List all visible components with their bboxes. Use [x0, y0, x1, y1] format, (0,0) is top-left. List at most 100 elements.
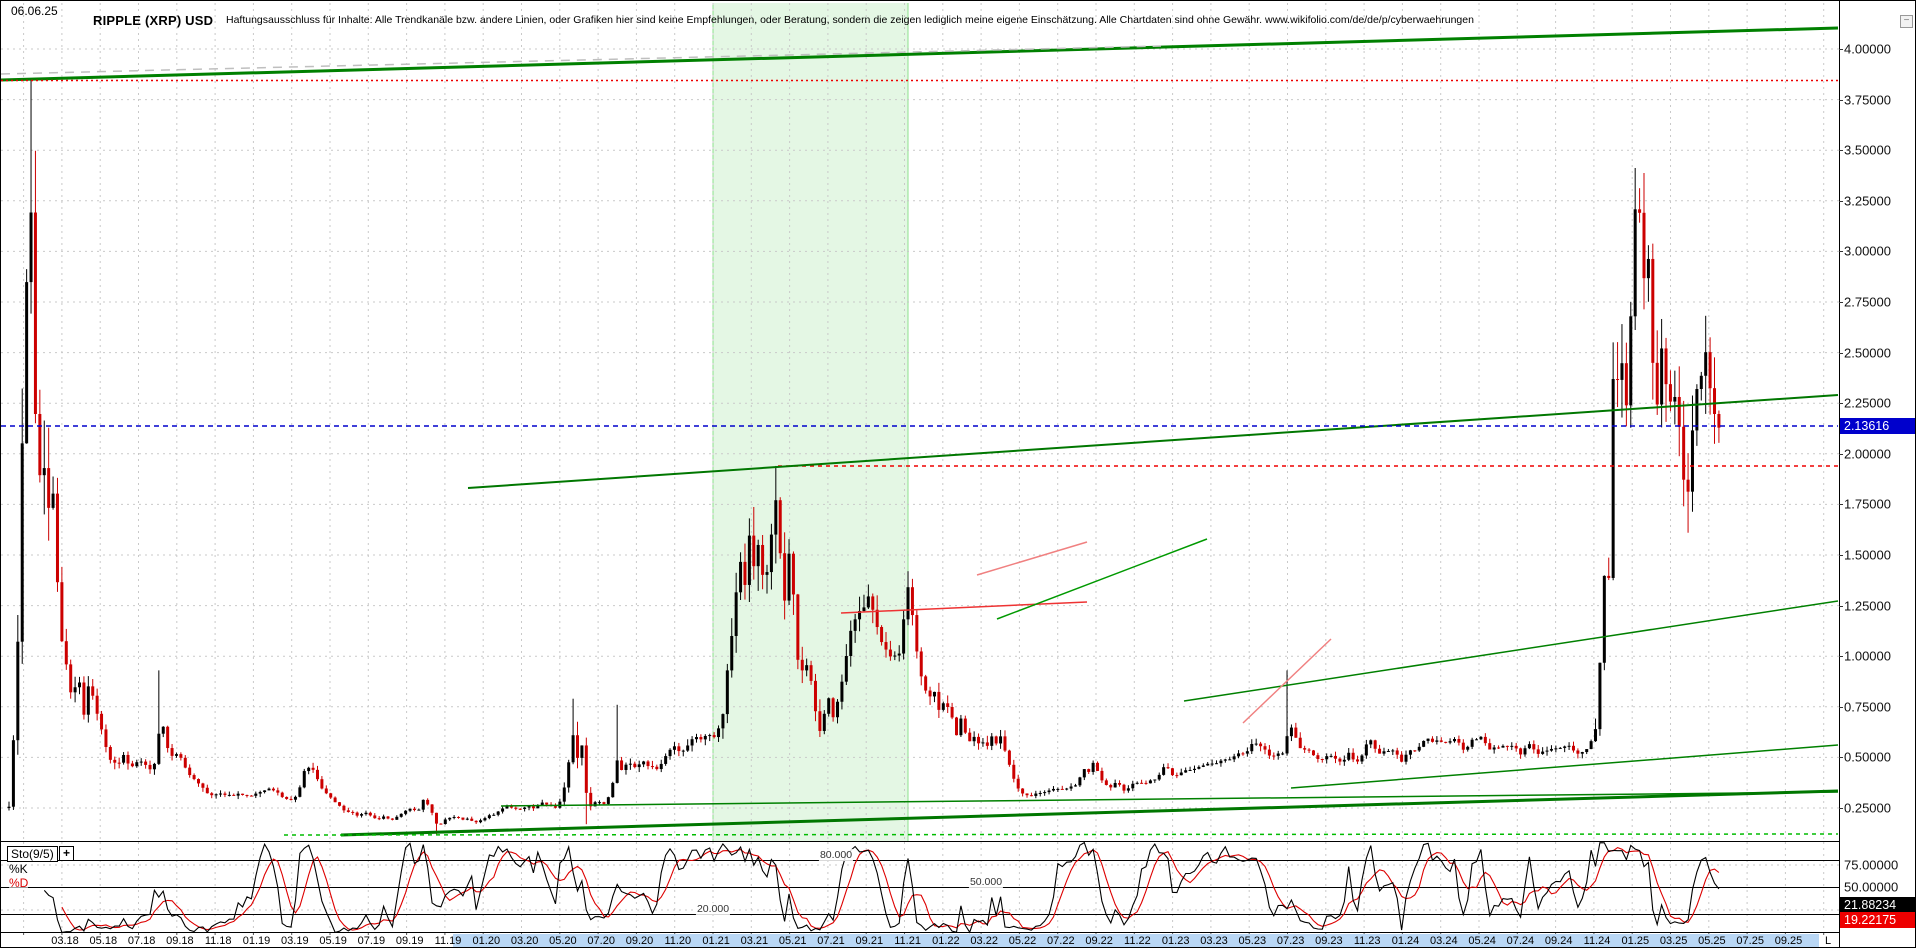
- date-axis-label: 05.22: [1008, 935, 1037, 947]
- stochastic-k-line: [43, 841, 1720, 934]
- date-axis-label: 01.20: [472, 935, 501, 947]
- date-axis-label: 09.22: [1085, 935, 1113, 947]
- price-axis-tick: [1839, 251, 1843, 253]
- price-axis-tick: [1839, 403, 1843, 405]
- date-axis-label: 01.23: [1161, 935, 1190, 947]
- date-axis-label: 07.22: [1047, 935, 1075, 947]
- bottom-thin-green: [500, 791, 1839, 807]
- price-axis-tick: [1839, 504, 1843, 506]
- date-axis-label: 09.25: [1774, 935, 1803, 947]
- stochastic-axis-label: 75.00000: [1844, 857, 1899, 873]
- date-axis-label: 07.20: [587, 935, 615, 947]
- price-axis-label: 2.75000: [1844, 294, 1891, 310]
- stochastic-level-label: 50.000: [968, 876, 1004, 888]
- pink-rising-line: [976, 541, 1088, 576]
- date-axis-label: 09.18: [166, 935, 194, 947]
- price-axis-tick: [1839, 49, 1843, 50]
- price-axis-label: 1.25000: [1844, 598, 1891, 614]
- date-axis-label: 01.25: [1621, 935, 1650, 947]
- price-axis-tick: [1839, 99, 1843, 101]
- stochastic-axis-label: 50.00000: [1844, 879, 1899, 895]
- price-axis-label: 4.00000: [1844, 41, 1891, 57]
- minimize-icon[interactable]: −: [1900, 15, 1913, 28]
- date-axis-label: 03.20: [510, 935, 539, 947]
- date-axis-label: 01.19: [242, 935, 271, 947]
- date-axis-label: 07.25: [1736, 935, 1764, 947]
- date-axis-label: 09.21: [855, 935, 884, 947]
- price-axis-label: 3.00000: [1844, 243, 1891, 259]
- price-axis-label: 3.50000: [1844, 142, 1891, 158]
- price-axis-tick: [1839, 706, 1843, 708]
- chart-title: RIPPLE (XRP) USD: [93, 13, 214, 28]
- date-axis-label: 05.19: [319, 935, 347, 947]
- stochastic-k-value: 21.88234: [1840, 897, 1915, 913]
- stochastic-d-value: 19.22175: [1840, 912, 1915, 928]
- axis-baseline: [1, 932, 1840, 933]
- mid-green-trend: [467, 394, 1839, 489]
- date-axis-label: 11.19: [434, 935, 462, 947]
- stochastic-d-line: [61, 846, 1720, 931]
- date-axis-label: 03.18: [51, 935, 79, 947]
- right-green-support: [1290, 744, 1839, 789]
- gray-dashed-trend: [1, 45, 1162, 75]
- bottom-thick-green: [340, 789, 1839, 837]
- rising-green-support: [1183, 600, 1839, 702]
- date-axis-label: 09.19: [395, 935, 424, 947]
- date-axis-label: 05.18: [89, 935, 118, 947]
- date-axis-label: 03.24: [1430, 935, 1458, 947]
- stochastic-level-label: 80.000: [818, 849, 854, 861]
- price-axis-label: 1.00000: [1844, 648, 1891, 664]
- date-axis-label: 05.21: [778, 935, 807, 947]
- green-rising-line: [996, 538, 1208, 620]
- price-axis-tick: [1839, 302, 1843, 303]
- price-axis-tick: [1839, 555, 1843, 556]
- price-axis-tick: [1839, 656, 1843, 658]
- red-channel-line: [840, 601, 1088, 614]
- date-axis-label: 01.22: [932, 935, 960, 947]
- date-axis-label: 07.23: [1276, 935, 1305, 947]
- price-axis-label: 3.25000: [1844, 193, 1891, 209]
- date-axis-label: 11.23: [1353, 935, 1381, 947]
- price-axis-label: 1.50000: [1844, 547, 1891, 563]
- date-axis-label: 03.22: [970, 935, 998, 947]
- date-axis-label: 09.23: [1315, 935, 1343, 947]
- price-axis-tick: [1839, 605, 1843, 607]
- date-axis-label: 03.19: [281, 935, 309, 947]
- add-indicator-button[interactable]: +: [59, 846, 74, 861]
- price-axis-label: 3.75000: [1844, 92, 1891, 108]
- date-axis-label: 11.21: [894, 935, 921, 947]
- pink-steep-trend: [1242, 638, 1332, 724]
- chart-date: 06.06.25: [11, 4, 58, 18]
- price-axis-tick: [1839, 808, 1843, 809]
- indicator-label[interactable]: Sto(9/5): [7, 846, 58, 862]
- price-axis-label: 2.00000: [1844, 446, 1891, 462]
- date-axis-label: 05.25: [1698, 935, 1726, 947]
- price-axis-tick: [1839, 200, 1843, 202]
- date-axis-label: 07.24: [1506, 935, 1535, 947]
- date-axis-highlight: [453, 934, 1819, 947]
- axis-separator: [1839, 1, 1840, 947]
- price-axis-label: 0.25000: [1844, 800, 1891, 816]
- date-axis-label: 01.21: [702, 935, 730, 947]
- percent-k-label: %K: [9, 862, 28, 876]
- date-axis-label: 11.22: [1124, 935, 1151, 947]
- date-axis-label: 07.21: [817, 935, 845, 947]
- date-axis-label: 09.20: [625, 935, 654, 947]
- date-axis-label: 05.20: [549, 935, 577, 947]
- price-axis-label: 0.50000: [1844, 749, 1891, 765]
- date-axis-label: 07.18: [127, 935, 156, 947]
- date-axis-label: 07.19: [357, 935, 386, 947]
- date-axis-label: 03.21: [740, 935, 769, 947]
- price-axis-tick: [1839, 150, 1843, 152]
- price-axis-label: 1.75000: [1844, 496, 1891, 512]
- price-axis-label: 0.75000: [1844, 699, 1891, 715]
- price-axis-tick: [1839, 453, 1843, 455]
- date-axis-label: 11.18: [204, 935, 232, 947]
- date-axis-label: 05.24: [1468, 935, 1496, 947]
- disclaimer-text: Haftungsausschluss für Inhalte: Alle Tre…: [226, 14, 1474, 26]
- corner-l-label: L: [1825, 935, 1832, 947]
- date-axis-label: 01.24: [1391, 935, 1420, 947]
- price-axis-tick: [1839, 757, 1843, 759]
